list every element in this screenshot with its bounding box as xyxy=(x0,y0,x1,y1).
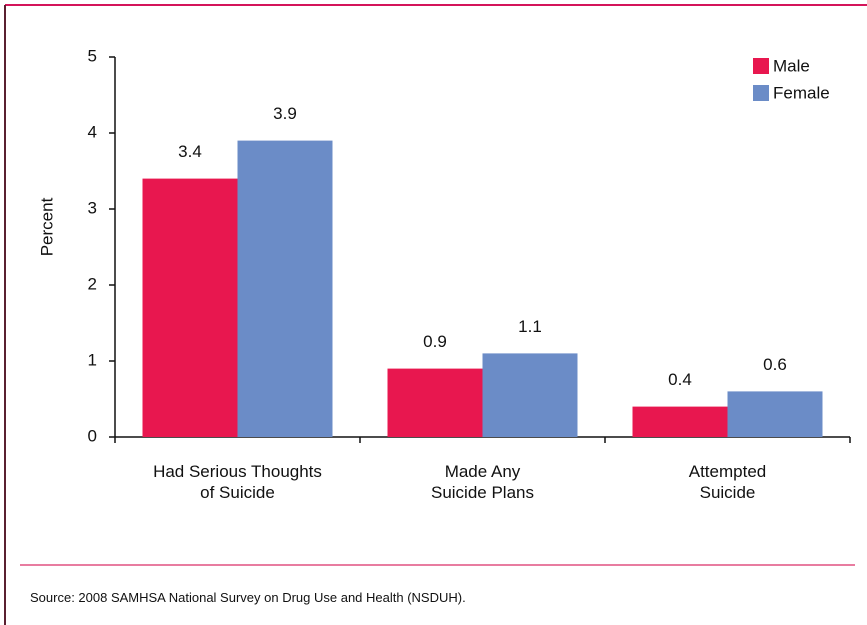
value-label: 3.4 xyxy=(178,142,202,161)
bar xyxy=(727,391,823,437)
y-tick-label: 3 xyxy=(88,198,97,217)
value-label: 0.9 xyxy=(423,332,447,351)
y-tick-label: 5 xyxy=(88,46,97,65)
y-tick-label: 2 xyxy=(88,274,97,293)
y-tick-label: 4 xyxy=(88,122,97,141)
legend-label: Male xyxy=(773,56,810,75)
bar xyxy=(142,178,238,437)
bar xyxy=(482,353,578,437)
source-note: Source: 2008 SAMHSA National Survey on D… xyxy=(30,590,466,605)
value-label: 0.6 xyxy=(763,355,787,374)
x-tick-label: Had Serious Thoughts of Suicide xyxy=(153,462,322,502)
bar xyxy=(387,368,483,437)
value-label: 1.1 xyxy=(518,317,542,336)
legend-label: Female xyxy=(773,83,830,102)
value-label: 3.9 xyxy=(273,104,297,123)
y-tick-label: 0 xyxy=(88,426,97,445)
value-label: 0.4 xyxy=(668,370,692,389)
bar xyxy=(237,140,333,437)
x-tick-label: Made Any Suicide Plans xyxy=(430,462,534,502)
legend-swatch xyxy=(753,58,769,74)
bar xyxy=(632,406,728,437)
y-axis-label: Percent xyxy=(37,197,56,256)
legend-swatch xyxy=(753,85,769,101)
x-tick-label: Attempted Suicide xyxy=(688,462,767,502)
y-tick-label: 1 xyxy=(88,350,97,369)
